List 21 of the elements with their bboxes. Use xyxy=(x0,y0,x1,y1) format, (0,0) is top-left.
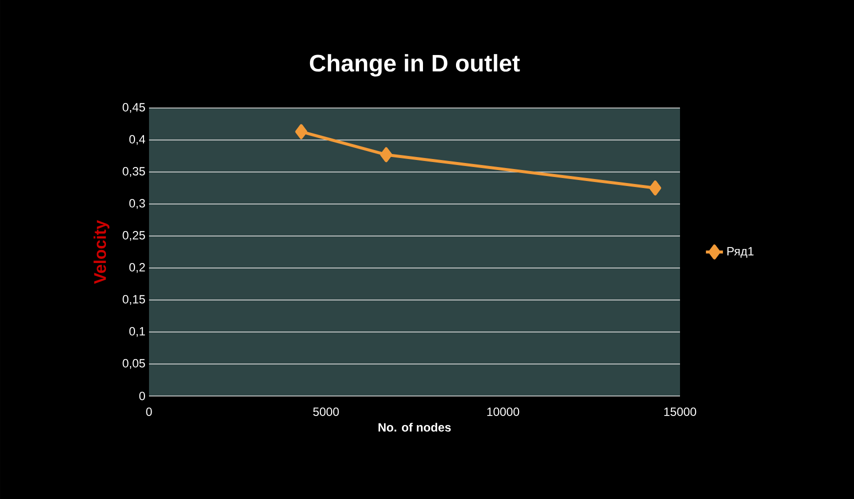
y-tick-label: 0,35 xyxy=(122,167,145,177)
chart-title: Change in D outlet xyxy=(310,54,520,76)
y-axis-title: Velocity xyxy=(94,220,110,284)
x-tick-label: 0 xyxy=(146,408,152,416)
x-tick-label: 5000 xyxy=(313,408,339,416)
x-tick-label: 15000 xyxy=(664,408,696,416)
point xyxy=(380,147,392,162)
y-tick-label: 0,1 xyxy=(129,327,145,337)
y-tick-label: 0 xyxy=(139,392,146,400)
x-tick-label: 10000 xyxy=(487,408,520,416)
point xyxy=(295,124,308,140)
y-tick-label: 0,15 xyxy=(122,295,145,305)
point xyxy=(649,180,662,196)
y-tick-label: 0,25 xyxy=(122,231,145,241)
y-tick-label: 0,3 xyxy=(129,199,145,209)
y-tick-label: 0,4 xyxy=(129,135,146,145)
y-tick-label: 0,45 xyxy=(122,103,145,113)
y-tick-label: 0,05 xyxy=(122,359,145,369)
legend-label: Ряд1 xyxy=(727,247,754,258)
y-tick-label: 0,2 xyxy=(129,263,145,273)
x-axis-title: No. of nodes xyxy=(378,422,451,432)
